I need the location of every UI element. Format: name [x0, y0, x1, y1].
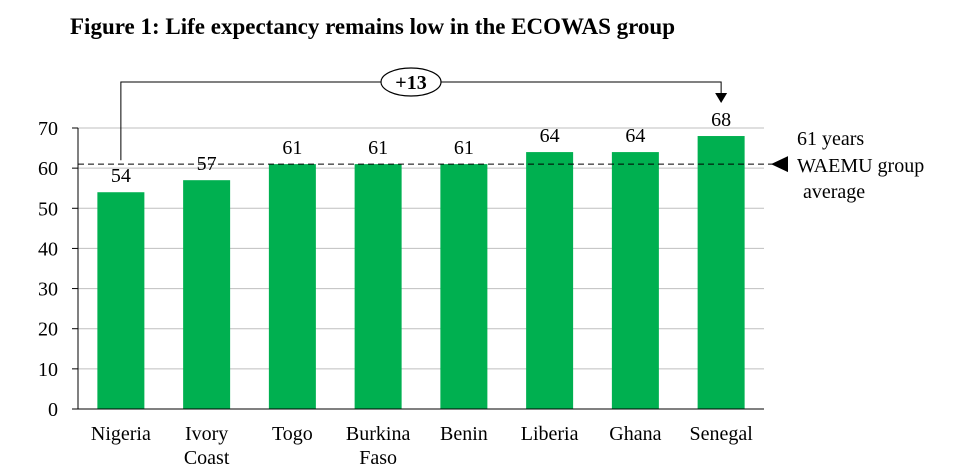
difference-label: +13	[395, 72, 426, 94]
x-tick-label: Ivory	[185, 423, 228, 445]
difference-oval	[380, 67, 442, 97]
bar	[611, 152, 659, 410]
y-tick-label: 30	[38, 279, 58, 301]
x-tick-label: Togo	[272, 423, 313, 445]
reference-line-label: WAEMU group	[797, 155, 924, 177]
y-tick-label: 70	[38, 118, 58, 140]
reference-line: 61 years WAEMU group average	[78, 128, 924, 203]
x-tick-label: Liberia	[521, 423, 579, 445]
x-tick-label: Burkina	[346, 423, 411, 445]
reference-line-label: average	[803, 181, 865, 203]
reference-line-label: 61 years	[797, 128, 864, 150]
reference-arrow	[771, 156, 788, 173]
bar	[97, 192, 145, 409]
data-label: 64	[625, 125, 645, 147]
bar	[268, 164, 316, 409]
y-tick-label: 20	[38, 319, 58, 341]
data-label: 57	[197, 153, 217, 175]
bars: 54 57 61 61 61 64 64 68	[97, 109, 745, 410]
data-label: 68	[711, 109, 731, 131]
data-label: 61	[368, 137, 388, 159]
y-axis: 0 10 20 30 40 50 60 70	[38, 118, 79, 421]
chart-title: Figure 1: Life expectancy remains low in…	[70, 14, 676, 39]
x-tick-label: Benin	[440, 423, 488, 445]
bar	[183, 180, 231, 409]
x-tick-label: Senegal	[689, 423, 753, 445]
y-tick-label: 50	[38, 198, 58, 220]
bar	[440, 164, 488, 409]
data-label: 61	[454, 137, 474, 159]
bar	[526, 152, 574, 410]
data-label: 61	[282, 137, 302, 159]
data-label: 54	[111, 165, 131, 187]
y-tick-label: 40	[38, 238, 58, 260]
x-tick-label: Nigeria	[91, 423, 151, 445]
difference-annotation: +13	[120, 67, 728, 161]
y-tick-label: 0	[48, 399, 58, 421]
x-tick-label: Ghana	[609, 423, 661, 445]
data-label: 64	[540, 125, 560, 147]
bar	[354, 164, 402, 409]
y-tick-label: 60	[38, 158, 58, 180]
y-tick-label: 10	[38, 359, 58, 381]
x-tick-label: Coast	[184, 447, 230, 469]
bracket-arrow	[715, 93, 728, 103]
bar	[697, 136, 745, 409]
x-tick-label: Faso	[359, 447, 397, 469]
